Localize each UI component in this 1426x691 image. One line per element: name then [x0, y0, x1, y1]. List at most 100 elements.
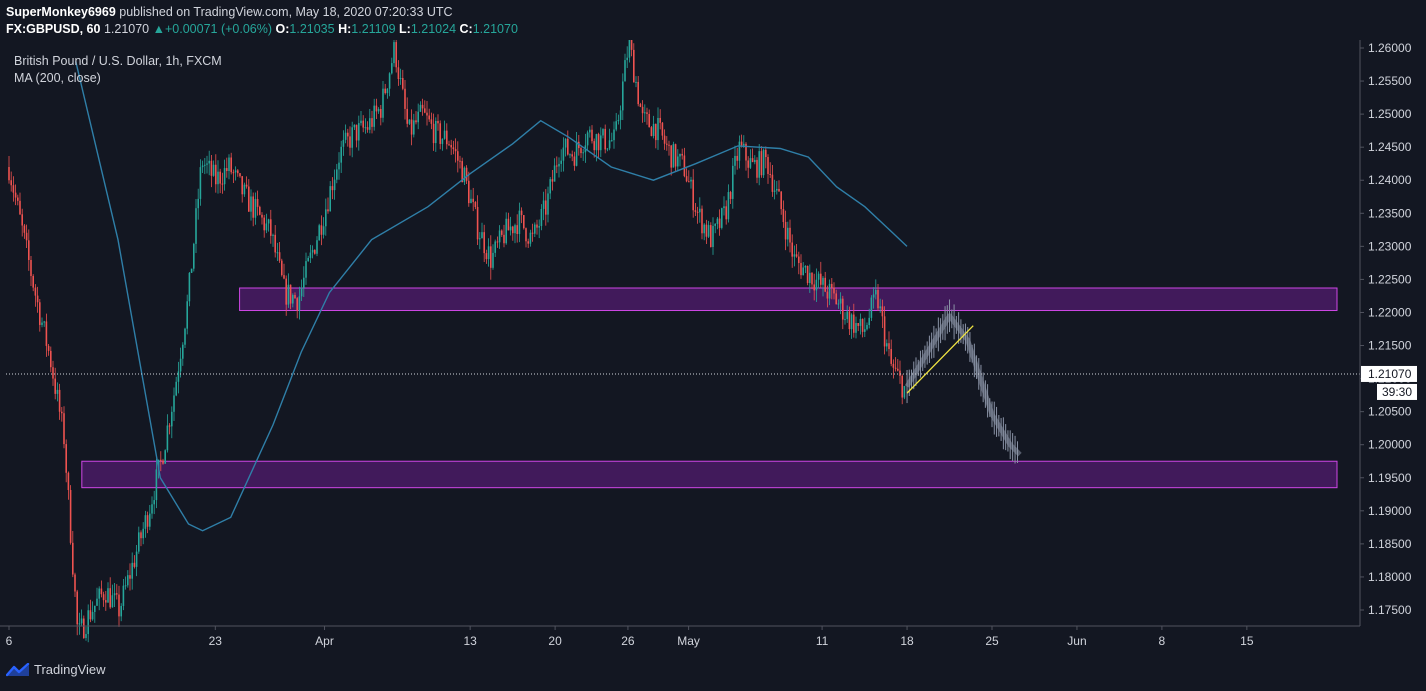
- candle-body: [109, 588, 111, 608]
- candle-body: [877, 289, 879, 309]
- candle-body: [281, 260, 283, 276]
- candle-body: [703, 224, 705, 234]
- change-up-icon: ▲: [152, 22, 165, 36]
- candle-body: [373, 105, 375, 127]
- candle-body: [694, 210, 697, 212]
- candle-body: [732, 165, 734, 199]
- candle-body: [256, 199, 259, 207]
- price-tick-label: 1.24000: [1368, 173, 1412, 187]
- candle-body: [725, 206, 727, 220]
- candle-body: [870, 297, 873, 318]
- price-zone-1[interactable]: [239, 287, 1338, 311]
- candle-body: [798, 256, 800, 264]
- candle-body: [413, 120, 415, 135]
- candle-body: [8, 167, 10, 181]
- candle-body: [487, 246, 490, 260]
- candle-body: [254, 199, 257, 218]
- candle-body: [402, 78, 404, 89]
- candle-body: [571, 154, 573, 157]
- candle-body: [89, 610, 92, 620]
- candle-body: [848, 311, 851, 330]
- candle-body: [230, 157, 232, 173]
- time-axis[interactable]: 6 23 Apr 13 20 26 May 11 18 25 Jun 8 15: [0, 625, 1360, 648]
- candle-body: [569, 154, 571, 156]
- price-tick-label: 1.18000: [1368, 570, 1412, 584]
- ma-200-line[interactable]: [75, 61, 908, 532]
- tradingview-logo-icon: [6, 662, 30, 676]
- candle-body: [135, 551, 138, 567]
- candle-body: [769, 173, 771, 175]
- candle-body: [366, 127, 369, 130]
- price-chart[interactable]: 1.26000 1.25500 1.25000 1.24500 1.24000 1.235…: [0, 40, 1426, 654]
- candle-body: [595, 134, 598, 151]
- candle-body: [855, 323, 857, 333]
- candle-body: [622, 81, 624, 111]
- trendline[interactable]: [906, 325, 974, 394]
- author-name[interactable]: SuperMonkey6969: [6, 5, 116, 19]
- candle-body: [448, 144, 450, 146]
- candle-body: [173, 395, 175, 412]
- candle-body: [432, 123, 435, 144]
- candle-body: [837, 303, 840, 305]
- candle-body: [542, 200, 545, 209]
- candle-body: [760, 151, 763, 176]
- candle-body: [527, 241, 529, 244]
- candle-body: [672, 144, 675, 168]
- candle-body: [331, 186, 334, 191]
- candle-body: [547, 193, 549, 215]
- tradingview-logo[interactable]: TradingView: [6, 662, 106, 677]
- candle-body: [545, 200, 547, 215]
- price-zone-2[interactable]: [81, 460, 1338, 489]
- candle-body: [679, 153, 681, 157]
- candle-body: [560, 160, 562, 164]
- candle-body: [28, 240, 30, 260]
- candle-body: [215, 164, 217, 185]
- candle-body: [358, 123, 360, 141]
- candle-body: [736, 155, 738, 161]
- candle-body: [168, 425, 171, 427]
- publication-line: SuperMonkey6969 published on TradingView…: [6, 5, 453, 19]
- candle-body: [833, 287, 835, 294]
- support-resistance-zones[interactable]: [81, 287, 1338, 489]
- candle-body: [417, 111, 419, 123]
- candle-body: [826, 291, 829, 299]
- candle-body: [153, 500, 155, 505]
- candle-body: [80, 618, 83, 624]
- candle-body: [65, 444, 67, 473]
- candle-body: [325, 209, 327, 227]
- price-axis[interactable]: 1.26000 1.25500 1.25000 1.24500 1.24000 1.235…: [1359, 40, 1417, 626]
- candle-body: [677, 156, 679, 167]
- candle-body: [646, 112, 648, 114]
- candle-body: [347, 132, 349, 137]
- high-label: H:: [338, 22, 352, 36]
- candle-body: [791, 242, 793, 257]
- candle-body: [292, 295, 294, 304]
- candle-body: [395, 42, 397, 68]
- price-tick-label: 1.19500: [1368, 471, 1412, 485]
- candle-body: [811, 272, 813, 285]
- legend-symbol-title[interactable]: British Pound / U.S. Dollar, 1h, FXCM: [14, 54, 222, 68]
- candle-body: [531, 232, 534, 234]
- candle-body: [102, 594, 105, 601]
- candle-body: [54, 378, 56, 394]
- candle-body: [421, 104, 424, 109]
- legend-ma-indicator[interactable]: MA (200, close): [14, 71, 101, 85]
- candle-body: [311, 249, 314, 253]
- candle-body: [556, 165, 558, 167]
- open-value: 1.21035: [289, 22, 335, 36]
- candle-body: [657, 117, 659, 141]
- candle-body: [307, 257, 309, 262]
- candle-body: [212, 164, 215, 176]
- symbol-label[interactable]: FX:GBPUSD, 60: [6, 22, 101, 36]
- candle-body: [171, 411, 173, 427]
- candle-body: [888, 343, 890, 350]
- candle-body: [883, 316, 886, 347]
- candle-body: [474, 201, 477, 207]
- candle-body: [91, 611, 94, 620]
- candle-body: [39, 302, 41, 325]
- candles: [8, 40, 906, 643]
- candle-body: [283, 275, 285, 279]
- candle-body: [866, 325, 868, 330]
- candle-body: [549, 179, 551, 194]
- candle-body: [650, 127, 653, 136]
